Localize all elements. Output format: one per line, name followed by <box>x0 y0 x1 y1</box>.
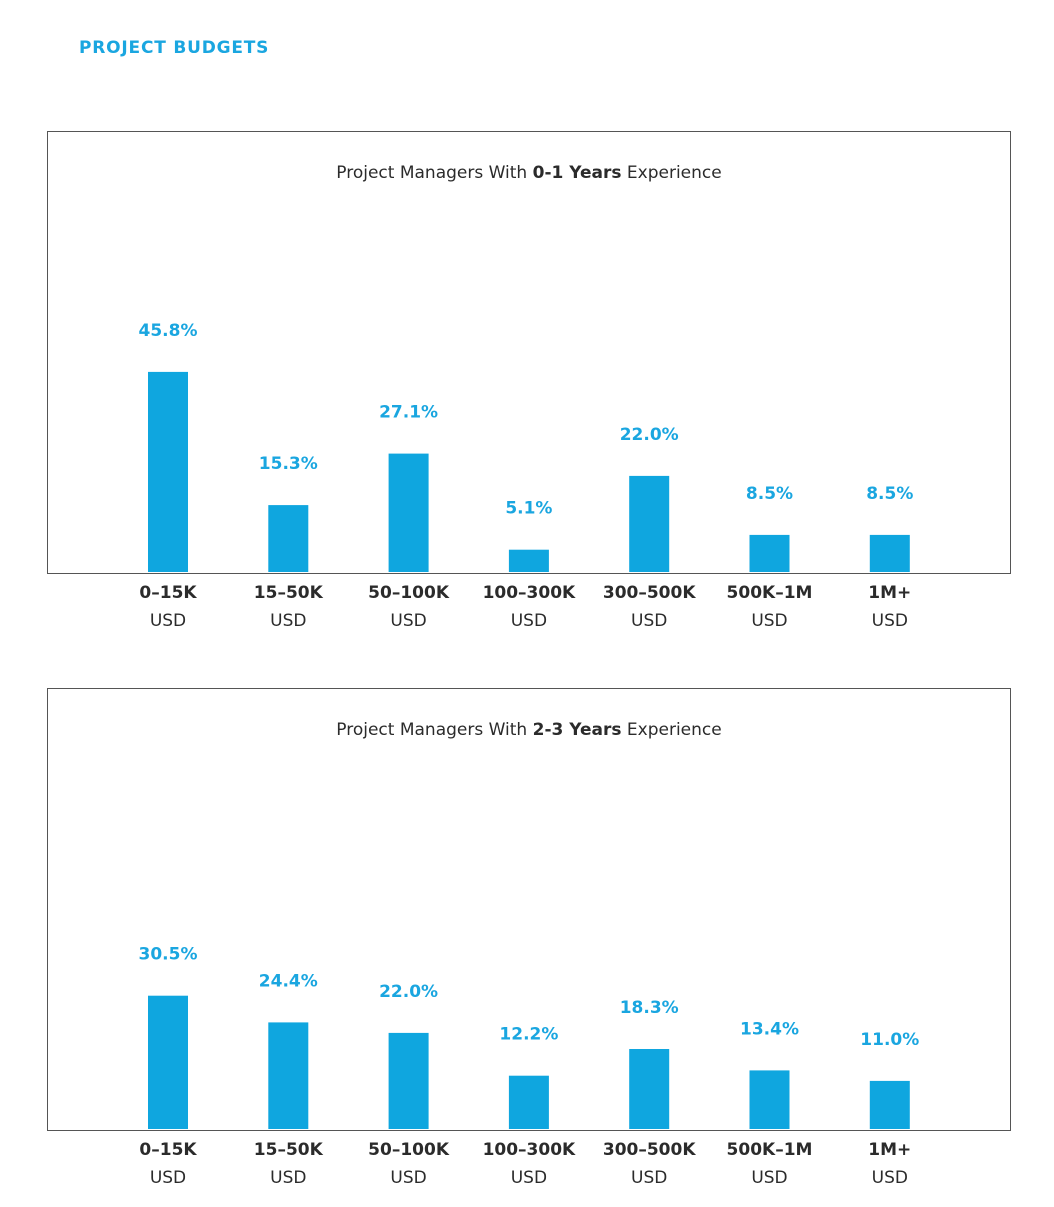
chart-svg: Project Managers With 0-1 Years Experien… <box>47 131 1011 631</box>
bar <box>629 1049 670 1129</box>
bar <box>148 371 188 572</box>
bar <box>508 549 549 572</box>
section-title: PROJECT BUDGETS <box>79 38 270 58</box>
chart-title-part: Project Managers With <box>336 163 532 183</box>
x-tick-label-unit: USD <box>511 1168 547 1188</box>
x-tick-label-unit: USD <box>631 1168 667 1188</box>
x-tick-label: 15–50K <box>254 583 324 603</box>
bar <box>869 534 910 572</box>
x-tick-label: 0–15K <box>139 583 197 603</box>
bar-value-label: 15.3% <box>259 454 318 474</box>
chart-title-part: Experience <box>622 720 722 740</box>
bar-value-label: 8.5% <box>866 484 913 504</box>
bar <box>629 475 670 572</box>
x-tick-label: 100–300K <box>483 583 576 603</box>
bar-value-label: 22.0% <box>379 982 438 1002</box>
bar-chart-0-1-years: Project Managers With 0-1 Years Experien… <box>47 131 1011 631</box>
bar-value-label: 24.4% <box>259 971 318 991</box>
chart-title-part: 0-1 Years <box>533 163 622 183</box>
bar-value-label: 45.8% <box>139 321 198 341</box>
bar <box>388 453 429 572</box>
chart-title: Project Managers With 2-3 Years Experien… <box>336 720 721 740</box>
bar <box>749 534 790 572</box>
x-tick-label: 100–300K <box>483 1140 576 1160</box>
x-tick-label-unit: USD <box>390 611 426 631</box>
x-tick-label-unit: USD <box>511 611 547 631</box>
chart-frame <box>47 688 1011 1131</box>
bar <box>749 1070 790 1129</box>
x-tick-label-unit: USD <box>751 1168 787 1188</box>
chart-title-part: Project Managers With <box>336 720 532 740</box>
bar-value-label: 18.3% <box>620 998 679 1018</box>
bar-value-label: 22.0% <box>620 425 679 445</box>
bar-value-label: 11.0% <box>860 1030 919 1050</box>
x-tick-label-unit: USD <box>150 1168 186 1188</box>
bar <box>388 1032 429 1129</box>
bar-value-label: 13.4% <box>740 1019 799 1039</box>
chart-title-part: 2-3 Years <box>533 720 622 740</box>
x-tick-label-unit: USD <box>631 611 667 631</box>
x-tick-label: 15–50K <box>254 1140 324 1160</box>
bar <box>268 1022 309 1129</box>
chart-svg: Project Managers With 2-3 Years Experien… <box>47 688 1011 1188</box>
x-tick-label-unit: USD <box>270 611 306 631</box>
x-tick-label: 50–100K <box>368 1140 450 1160</box>
bar <box>508 1075 549 1129</box>
x-tick-label-unit: USD <box>390 1168 426 1188</box>
x-tick-label-unit: USD <box>270 1168 306 1188</box>
bar-value-label: 30.5% <box>139 945 198 965</box>
bar <box>869 1080 910 1129</box>
bar <box>268 505 309 572</box>
bar-value-label: 5.1% <box>505 499 552 519</box>
x-tick-label: 500K–1M <box>727 583 813 603</box>
x-tick-label: 300–500K <box>603 583 696 603</box>
bar <box>148 995 188 1129</box>
bar-value-label: 8.5% <box>746 484 793 504</box>
x-tick-label-unit: USD <box>751 611 787 631</box>
x-tick-label: 500K–1M <box>727 1140 813 1160</box>
x-tick-label: 300–500K <box>603 1140 696 1160</box>
x-tick-label: 0–15K <box>139 1140 197 1160</box>
bar-value-label: 27.1% <box>379 403 438 423</box>
bar-chart-2-3-years: Project Managers With 2-3 Years Experien… <box>0 557 1054 1207</box>
chart-frame <box>47 131 1011 574</box>
chart-title: Project Managers With 0-1 Years Experien… <box>336 163 721 183</box>
x-tick-label-unit: USD <box>872 1168 908 1188</box>
x-tick-label-unit: USD <box>872 611 908 631</box>
x-tick-label: 50–100K <box>368 583 450 603</box>
chart-title-part: Experience <box>622 163 722 183</box>
bar-value-label: 12.2% <box>499 1025 558 1045</box>
x-tick-label: 1M+ <box>868 1140 911 1160</box>
x-tick-label-unit: USD <box>150 611 186 631</box>
x-tick-label: 1M+ <box>868 583 911 603</box>
